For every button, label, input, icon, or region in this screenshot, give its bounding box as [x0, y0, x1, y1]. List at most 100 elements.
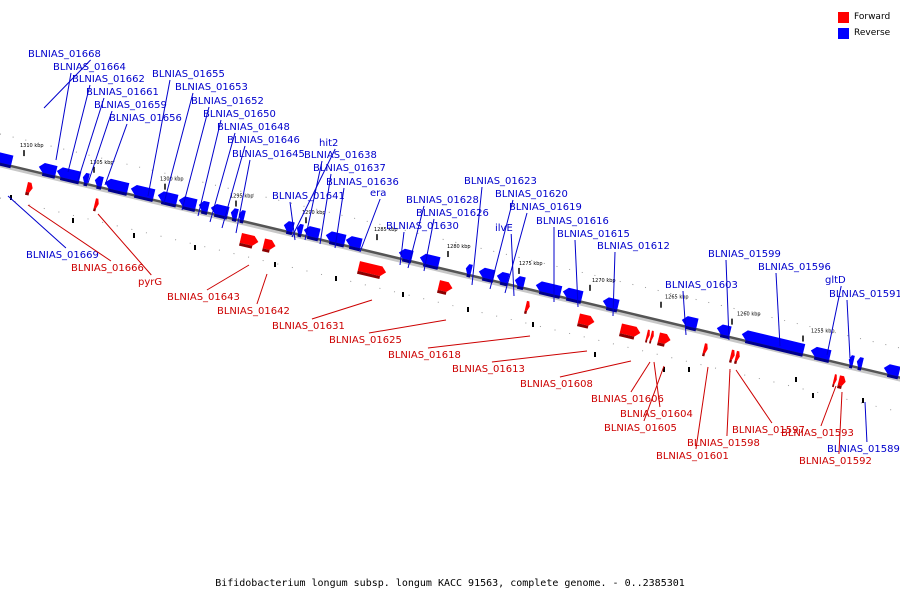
- reverse-11-gene[interactable]: [229, 208, 239, 222]
- gene-leader-line: [407, 205, 425, 269]
- gene-label[interactable]: BLNIAS_01620: [495, 189, 568, 200]
- gene-label[interactable]: BLNIAS_01655: [152, 69, 225, 80]
- reverse-18-gene[interactable]: [397, 248, 414, 264]
- gene-label[interactable]: BLNIAS_01664: [53, 62, 126, 73]
- reverse-9-gene[interactable]: [197, 200, 210, 215]
- gene-label[interactable]: BLNIAS_01599: [708, 249, 781, 260]
- gene-label[interactable]: BLNIAS_01630: [386, 221, 459, 232]
- gene-label[interactable]: BLNIAS_01636: [326, 177, 399, 188]
- gene-label[interactable]: era: [370, 188, 386, 199]
- gene-label[interactable]: BLNIAS_01606: [591, 394, 664, 405]
- gene-label[interactable]: pyrG: [138, 277, 162, 288]
- gene-label[interactable]: BLNIAS_01648: [217, 122, 290, 133]
- gene-label[interactable]: BLNIAS_01596: [758, 262, 831, 273]
- gene-label[interactable]: BLNIAS_01642: [217, 306, 290, 317]
- gene-label[interactable]: BLNIAS_01618: [388, 350, 461, 361]
- gene-label[interactable]: BLNIAS_01619: [509, 202, 582, 213]
- forward-5-gene[interactable]: [436, 280, 454, 296]
- reverse-15-gene[interactable]: [302, 225, 321, 242]
- gene-label[interactable]: BLNIAS_01626: [416, 208, 489, 219]
- forward-8-gene[interactable]: [618, 323, 641, 340]
- reverse-21-gene[interactable]: [477, 267, 496, 283]
- reverse-0-gene[interactable]: [0, 150, 14, 169]
- forward-4-gene[interactable]: [356, 261, 387, 280]
- gene-label[interactable]: BLNIAS_01645: [232, 149, 305, 160]
- forward-12-gene[interactable]: [701, 343, 709, 357]
- gene-label[interactable]: BLNIAS_01592: [799, 456, 872, 467]
- reverse-2-gene[interactable]: [55, 166, 82, 185]
- gene-label[interactable]: BLNIAS_01598: [687, 438, 760, 449]
- gene-label[interactable]: BLNIAS_01605: [604, 423, 677, 434]
- gene-label[interactable]: BLNIAS_01653: [175, 82, 248, 93]
- reverse-3-gene[interactable]: [81, 172, 90, 187]
- gene-label[interactable]: BLNIAS_01589: [827, 444, 900, 455]
- reverse-22-gene[interactable]: [495, 271, 510, 287]
- reverse-20-gene[interactable]: [464, 264, 473, 278]
- gene-label[interactable]: BLNIAS_01593: [781, 428, 854, 439]
- gene-label[interactable]: BLNIAS_01666: [71, 263, 144, 274]
- gene-label[interactable]: BLNIAS_01661: [86, 87, 159, 98]
- reverse-7-gene[interactable]: [156, 190, 179, 208]
- forward-10-gene[interactable]: [648, 330, 655, 344]
- gene-label[interactable]: hit2: [319, 138, 338, 149]
- gene-label[interactable]: BLNIAS_01668: [28, 49, 101, 60]
- gene-label[interactable]: BLNIAS_01603: [665, 280, 738, 291]
- gene-label[interactable]: BLNIAS_01628: [406, 195, 479, 206]
- reverse-4-gene[interactable]: [93, 175, 104, 190]
- reverse-1-gene[interactable]: [37, 162, 58, 179]
- gene-label[interactable]: BLNIAS_01613: [452, 364, 525, 375]
- reverse-14-gene[interactable]: [295, 223, 304, 238]
- reverse-5-gene[interactable]: [103, 178, 130, 196]
- reverse-32-gene[interactable]: [855, 357, 864, 371]
- gene-label[interactable]: BLNIAS_01608: [520, 379, 593, 390]
- gene-label[interactable]: BLNIAS_01623: [464, 176, 537, 187]
- reverse-13-gene[interactable]: [282, 220, 295, 236]
- forward-9-gene[interactable]: [644, 329, 651, 343]
- forward-11-gene[interactable]: [656, 332, 672, 347]
- reverse-29-gene[interactable]: [740, 329, 806, 357]
- gene-label[interactable]: BLNIAS_01652: [191, 96, 264, 107]
- forward-13-gene[interactable]: [728, 349, 736, 364]
- gene-label[interactable]: BLNIAS_01669: [26, 250, 99, 261]
- gene-label[interactable]: BLNIAS_01604: [620, 409, 693, 420]
- reverse-23-gene[interactable]: [513, 275, 526, 291]
- reverse-27-gene[interactable]: [680, 315, 699, 332]
- reverse-28-gene[interactable]: [715, 323, 732, 340]
- gene-label[interactable]: BLNIAS_01650: [203, 109, 276, 120]
- gene-label[interactable]: BLNIAS_01641: [272, 191, 345, 202]
- gene-label[interactable]: gltD: [825, 275, 846, 286]
- forward-6-gene[interactable]: [523, 300, 531, 315]
- forward-0-gene[interactable]: [24, 182, 34, 196]
- forward-14-gene[interactable]: [733, 350, 741, 365]
- forward-1-gene[interactable]: [92, 198, 100, 212]
- gene-label[interactable]: BLNIAS_01631: [272, 321, 345, 332]
- reverse-24-gene[interactable]: [534, 280, 563, 299]
- reverse-26-gene[interactable]: [601, 296, 620, 313]
- forward-16-gene[interactable]: [836, 375, 847, 389]
- reverse-12-gene[interactable]: [237, 210, 246, 224]
- gene-label[interactable]: BLNIAS_01643: [167, 292, 240, 303]
- gene-label[interactable]: BLNIAS_01601: [656, 451, 729, 462]
- gene-label[interactable]: BLNIAS_01597: [732, 425, 805, 436]
- reverse-6-gene[interactable]: [129, 184, 156, 203]
- forward-15-gene[interactable]: [831, 374, 838, 388]
- gene-label[interactable]: BLNIAS_01662: [72, 74, 145, 85]
- reverse-30-gene[interactable]: [809, 346, 832, 363]
- gene-label[interactable]: BLNIAS_01616: [536, 216, 609, 227]
- forward-3-gene[interactable]: [261, 238, 277, 253]
- gene-label[interactable]: BLNIAS_01659: [94, 100, 167, 111]
- gene-label[interactable]: BLNIAS_01615: [557, 229, 630, 240]
- forward-2-gene[interactable]: [238, 232, 260, 250]
- gene-label[interactable]: BLNIAS_01625: [329, 335, 402, 346]
- gene-label[interactable]: BLNIAS_01646: [227, 135, 300, 146]
- gene-label[interactable]: ilvE: [495, 223, 513, 234]
- gene-label[interactable]: BLNIAS_01656: [109, 113, 182, 124]
- gene-label[interactable]: BLNIAS_01637: [313, 163, 386, 174]
- forward-7-gene[interactable]: [576, 313, 596, 329]
- reverse-10-gene[interactable]: [209, 203, 230, 220]
- gene-label[interactable]: BLNIAS_01638: [304, 150, 377, 161]
- gene-label[interactable]: BLNIAS_01591: [829, 289, 900, 300]
- reverse-17-gene[interactable]: [344, 235, 363, 252]
- reverse-33-gene[interactable]: [882, 363, 900, 380]
- gene-label[interactable]: BLNIAS_01612: [597, 241, 670, 252]
